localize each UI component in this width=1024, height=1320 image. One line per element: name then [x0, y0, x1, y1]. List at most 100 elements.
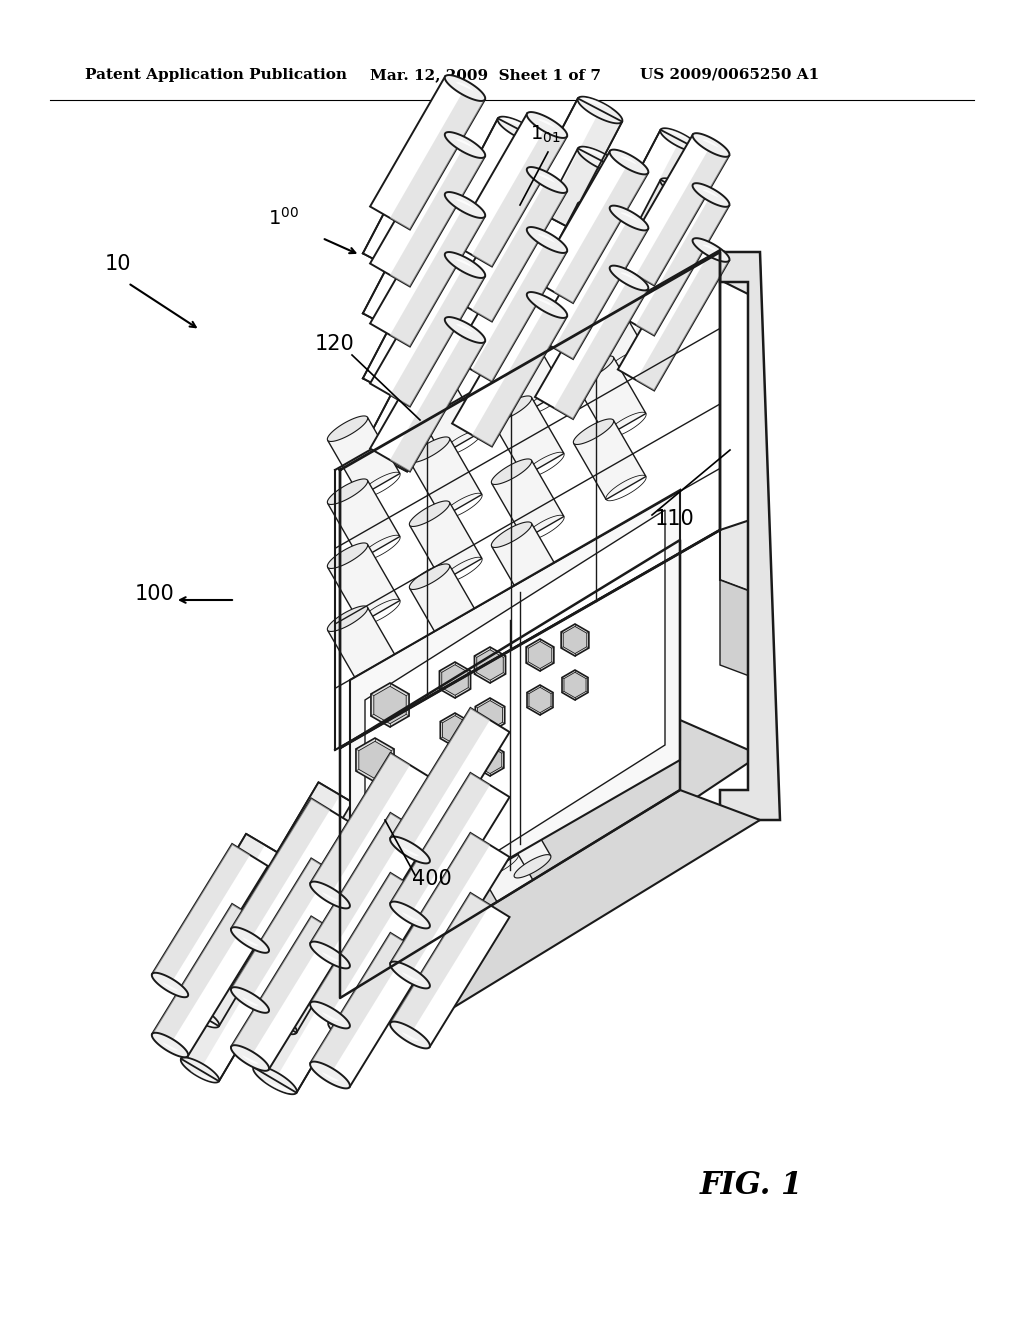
Polygon shape	[390, 774, 510, 927]
Polygon shape	[310, 752, 410, 895]
Polygon shape	[720, 579, 760, 680]
Polygon shape	[390, 708, 490, 850]
Polygon shape	[526, 292, 567, 318]
Polygon shape	[231, 858, 330, 1001]
Polygon shape	[545, 280, 623, 396]
Polygon shape	[350, 490, 680, 950]
Polygon shape	[418, 147, 463, 173]
Polygon shape	[442, 304, 542, 432]
Polygon shape	[328, 417, 400, 496]
Polygon shape	[580, 148, 611, 160]
Polygon shape	[483, 754, 497, 767]
Polygon shape	[390, 833, 510, 987]
Polygon shape	[492, 521, 531, 548]
Polygon shape	[526, 112, 567, 139]
Polygon shape	[181, 894, 284, 1026]
Polygon shape	[492, 523, 564, 602]
Polygon shape	[500, 302, 531, 314]
Polygon shape	[403, 747, 490, 870]
Polygon shape	[605, 180, 699, 305]
Polygon shape	[189, 1015, 217, 1027]
Polygon shape	[231, 799, 349, 952]
Polygon shape	[465, 249, 542, 367]
Polygon shape	[362, 209, 462, 337]
Polygon shape	[660, 128, 699, 152]
Polygon shape	[380, 793, 410, 828]
Polygon shape	[492, 397, 564, 477]
Polygon shape	[410, 565, 482, 644]
Polygon shape	[561, 624, 589, 656]
Polygon shape	[498, 236, 543, 264]
Polygon shape	[535, 694, 546, 706]
Polygon shape	[390, 833, 490, 975]
Polygon shape	[328, 606, 368, 631]
Polygon shape	[231, 916, 349, 1069]
Polygon shape	[568, 634, 582, 647]
Polygon shape	[621, 157, 637, 165]
Polygon shape	[390, 774, 490, 915]
Polygon shape	[578, 96, 623, 123]
Polygon shape	[410, 500, 450, 527]
Polygon shape	[498, 302, 543, 329]
Polygon shape	[449, 768, 462, 781]
Polygon shape	[358, 742, 391, 779]
Polygon shape	[442, 239, 542, 367]
Polygon shape	[420, 273, 452, 284]
Polygon shape	[440, 713, 470, 747]
Polygon shape	[338, 855, 370, 869]
Polygon shape	[390, 961, 430, 989]
Polygon shape	[390, 88, 485, 230]
Polygon shape	[231, 799, 330, 940]
Polygon shape	[420, 343, 452, 354]
Polygon shape	[370, 194, 485, 346]
Text: 10: 10	[105, 253, 131, 275]
Polygon shape	[625, 140, 699, 255]
Polygon shape	[365, 510, 665, 935]
Polygon shape	[636, 195, 729, 335]
Polygon shape	[534, 648, 547, 661]
Polygon shape	[500, 117, 531, 129]
Polygon shape	[374, 686, 407, 723]
Polygon shape	[310, 873, 410, 1015]
Polygon shape	[573, 356, 613, 381]
Polygon shape	[617, 185, 729, 335]
Polygon shape	[254, 898, 361, 1032]
Polygon shape	[310, 1002, 350, 1028]
Polygon shape	[328, 479, 368, 504]
Polygon shape	[322, 952, 339, 961]
Polygon shape	[538, 300, 555, 308]
Polygon shape	[329, 912, 436, 1048]
Polygon shape	[403, 855, 446, 884]
Polygon shape	[442, 715, 468, 744]
Polygon shape	[483, 709, 497, 722]
Polygon shape	[356, 738, 394, 781]
Polygon shape	[526, 168, 567, 193]
Polygon shape	[329, 792, 436, 928]
Polygon shape	[636, 145, 729, 285]
Polygon shape	[523, 268, 623, 396]
Polygon shape	[254, 783, 340, 906]
Polygon shape	[254, 898, 340, 1020]
Polygon shape	[472, 305, 567, 446]
Polygon shape	[478, 746, 502, 774]
Polygon shape	[702, 140, 719, 148]
Polygon shape	[390, 837, 430, 863]
Polygon shape	[418, 207, 463, 234]
Polygon shape	[605, 235, 699, 360]
Polygon shape	[390, 145, 485, 286]
Polygon shape	[625, 190, 699, 305]
Polygon shape	[310, 813, 410, 954]
Polygon shape	[410, 438, 482, 517]
Text: Mar. 12, 2009  Sheet 1 of 7: Mar. 12, 2009 Sheet 1 of 7	[370, 69, 601, 82]
Polygon shape	[617, 239, 729, 391]
Polygon shape	[390, 892, 490, 1035]
Polygon shape	[181, 834, 284, 966]
Polygon shape	[332, 884, 400, 962]
Polygon shape	[181, 1002, 219, 1027]
Polygon shape	[338, 915, 370, 928]
Polygon shape	[310, 752, 430, 907]
Polygon shape	[401, 972, 419, 981]
Polygon shape	[152, 1032, 188, 1057]
Polygon shape	[476, 744, 504, 776]
Text: FIG. 1: FIG. 1	[700, 1170, 803, 1200]
